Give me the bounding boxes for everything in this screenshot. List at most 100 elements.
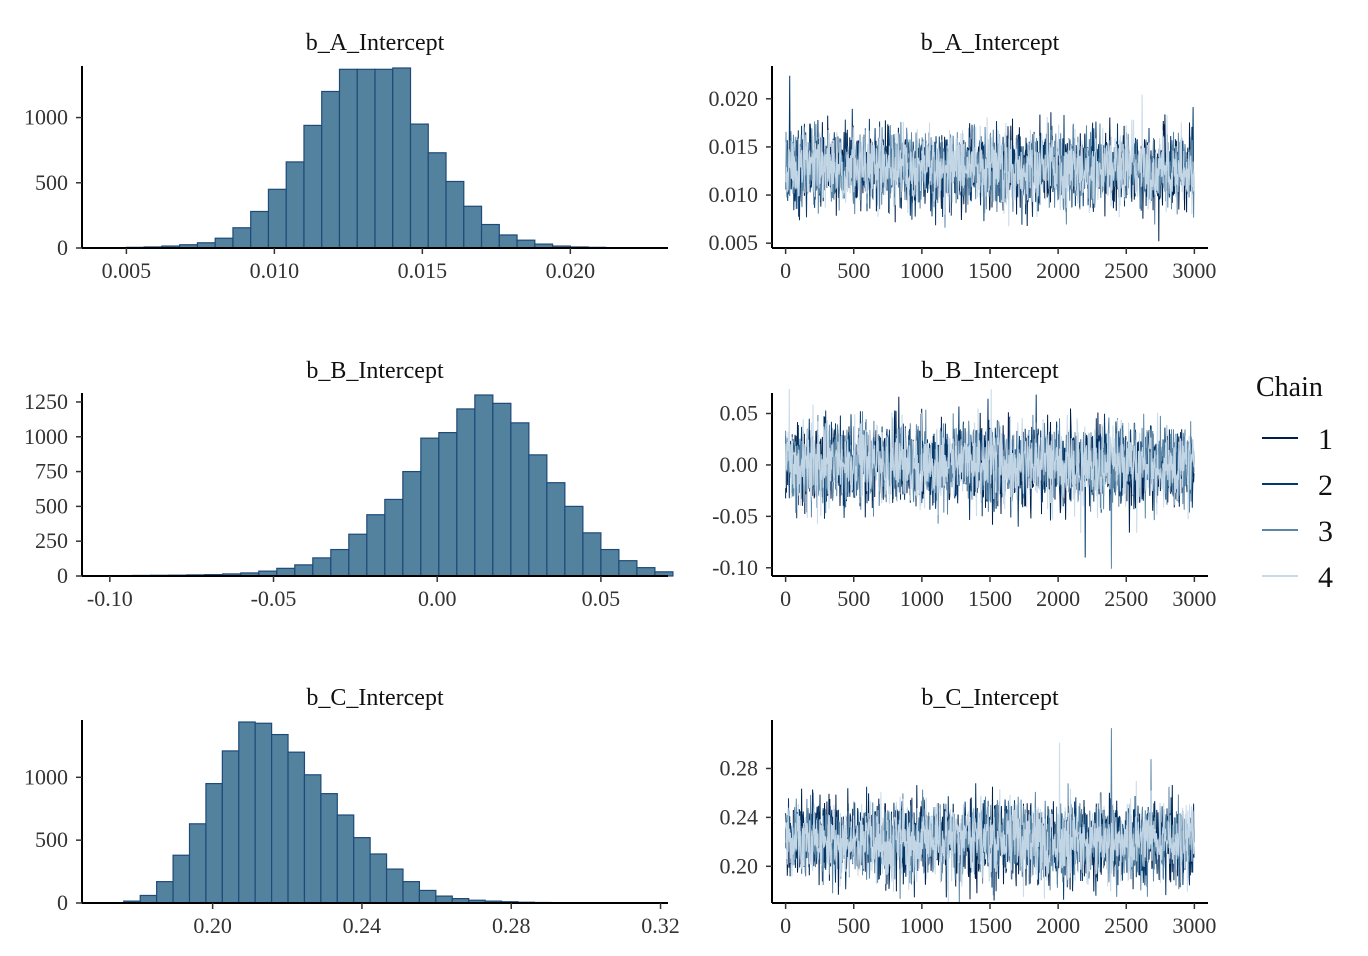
hist-bar (436, 896, 452, 903)
x-tick-label: 0.005 (102, 258, 152, 283)
legend-label-1: 1 (1318, 423, 1333, 456)
x-tick-label: 0.28 (492, 913, 531, 938)
x-tick-label: 0.20 (193, 913, 232, 938)
panel-4-line: b_B_Intercept 0 500 1000 1500 2000 2500 3000 -0.… (712, 358, 1216, 611)
y-tick-label: 1000 (24, 424, 68, 449)
x-tick-label: 1500 (968, 586, 1012, 611)
panel-title: b_C_Intercept (921, 685, 1059, 711)
hist-bar (277, 568, 295, 576)
hist-bar (367, 515, 385, 576)
x-tick-label: 0.00 (418, 586, 457, 611)
legend-label-4: 4 (1318, 561, 1333, 594)
y-tick-label: -0.05 (712, 503, 758, 528)
trace-lines (786, 76, 1194, 242)
hist-bar (288, 752, 304, 903)
hist-bar (331, 550, 349, 576)
x-tick-label: 2000 (1036, 258, 1080, 283)
x-tick-label: 2500 (1104, 258, 1148, 283)
x-tick-label: 500 (837, 258, 870, 283)
x-tick-label: 0.020 (546, 258, 596, 283)
panel-2-line: b_A_Intercept 0 500 1000 1500 2000 2500 3000 0.0… (709, 30, 1217, 283)
hist-bar (339, 69, 357, 248)
y-tick-label: 0.010 (709, 182, 759, 207)
x-tick-label: 2000 (1036, 586, 1080, 611)
hist-bar (499, 235, 517, 248)
hist-bar (387, 869, 403, 903)
hist-bar (321, 794, 337, 903)
hist-bar (529, 455, 547, 576)
panel-6-line: b_C_Intercept 0 500 1000 1500 2000 2500 3000 0.2… (720, 685, 1217, 938)
hist-bar (493, 403, 511, 576)
y-tick-label: 500 (35, 493, 68, 518)
hist-bar (354, 838, 370, 903)
x-tick-label: 0 (780, 913, 791, 938)
hist-bar (403, 472, 421, 576)
legend-label-3: 3 (1318, 515, 1333, 548)
hist-bar (313, 558, 331, 576)
hist-bar (222, 751, 238, 903)
y-tick-label: 250 (35, 528, 68, 553)
hist-bar (511, 423, 529, 576)
panel-title: b_B_Intercept (921, 358, 1059, 384)
y-tick-label: 1250 (24, 389, 68, 414)
hist-bar (419, 890, 435, 903)
x-tick-label: 1000 (900, 258, 944, 283)
hist-bar (272, 735, 288, 903)
panel-title: b_B_Intercept (306, 358, 444, 384)
hist-bar (157, 882, 173, 903)
hist-bar (601, 550, 619, 576)
hist-bar (517, 240, 535, 248)
x-tick-label: 2500 (1104, 586, 1148, 611)
hist-bar (547, 483, 565, 576)
x-tick-label: 2500 (1104, 913, 1148, 938)
hist-bar (215, 238, 233, 248)
hist-bar (295, 565, 313, 576)
x-tick-label: 0 (780, 258, 791, 283)
x-tick-label: 0 (780, 586, 791, 611)
y-tick-label: 500 (35, 827, 68, 852)
legend-label-2: 2 (1318, 469, 1333, 502)
hist-bar (428, 153, 446, 248)
y-tick-label: 0.00 (720, 452, 759, 477)
y-tick-label: 750 (35, 459, 68, 484)
hist-bar (206, 784, 222, 903)
hist-bar (370, 854, 386, 903)
x-tick-label: 1500 (968, 913, 1012, 938)
x-tick-label: 3000 (1172, 586, 1216, 611)
hist-bar (173, 855, 189, 903)
hist-bar (233, 228, 251, 248)
hist-bar (385, 499, 403, 576)
hist-bar (304, 775, 320, 903)
hist-bar (239, 722, 255, 903)
legend-entry-4: 4 (1262, 561, 1333, 594)
hist-bar (475, 395, 493, 576)
hist-bar (411, 124, 429, 248)
panel-1-bar: b_A_Intercept 0.005 0.010 0.015 0.020 0 500 100… (24, 30, 668, 283)
hist-bar (393, 68, 411, 248)
y-tick-label: 0.05 (720, 401, 759, 426)
y-tick-label: 0.005 (709, 230, 759, 255)
hist-bar (189, 824, 205, 903)
x-tick-label: 0.32 (641, 913, 680, 938)
y-tick-label: -0.10 (712, 555, 758, 580)
hist-bar (439, 433, 457, 576)
panel-title: b_C_Intercept (306, 685, 444, 711)
legend-entry-2: 2 (1262, 469, 1333, 502)
panel-title: b_A_Intercept (921, 30, 1060, 56)
x-tick-label: 1000 (900, 913, 944, 938)
panel-title: b_A_Intercept (306, 30, 445, 56)
hist-bar (268, 189, 286, 248)
hist-bar (337, 815, 353, 903)
chain-legend: Chain 1 2 3 4 (1256, 372, 1333, 594)
panel-5-bar: b_C_Intercept0.20 0.24 0.28 0.3205001000 (24, 685, 680, 938)
x-tick-label: 1000 (900, 586, 944, 611)
hist-bar (446, 181, 464, 248)
panel-3-bar: b_B_Intercept -0.10 -0.05 0.00 0.05 0 250 500 75… (24, 358, 673, 611)
hist-bar (286, 162, 304, 248)
legend-entry-1: 1 (1262, 423, 1333, 456)
x-tick-label: 500 (837, 586, 870, 611)
x-tick-label: 2000 (1036, 913, 1080, 938)
hist-bar (565, 506, 583, 576)
trace-lines (786, 728, 1194, 919)
